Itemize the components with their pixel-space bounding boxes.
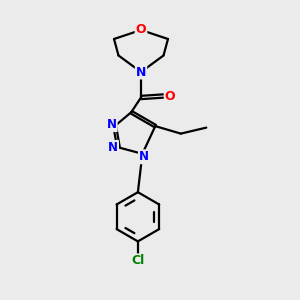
Text: N: N: [136, 65, 146, 79]
Text: Cl: Cl: [131, 254, 145, 267]
Text: N: N: [139, 150, 149, 163]
Text: N: N: [107, 118, 117, 131]
Text: O: O: [165, 89, 176, 103]
Text: O: O: [136, 23, 146, 37]
Text: N: N: [108, 141, 118, 154]
